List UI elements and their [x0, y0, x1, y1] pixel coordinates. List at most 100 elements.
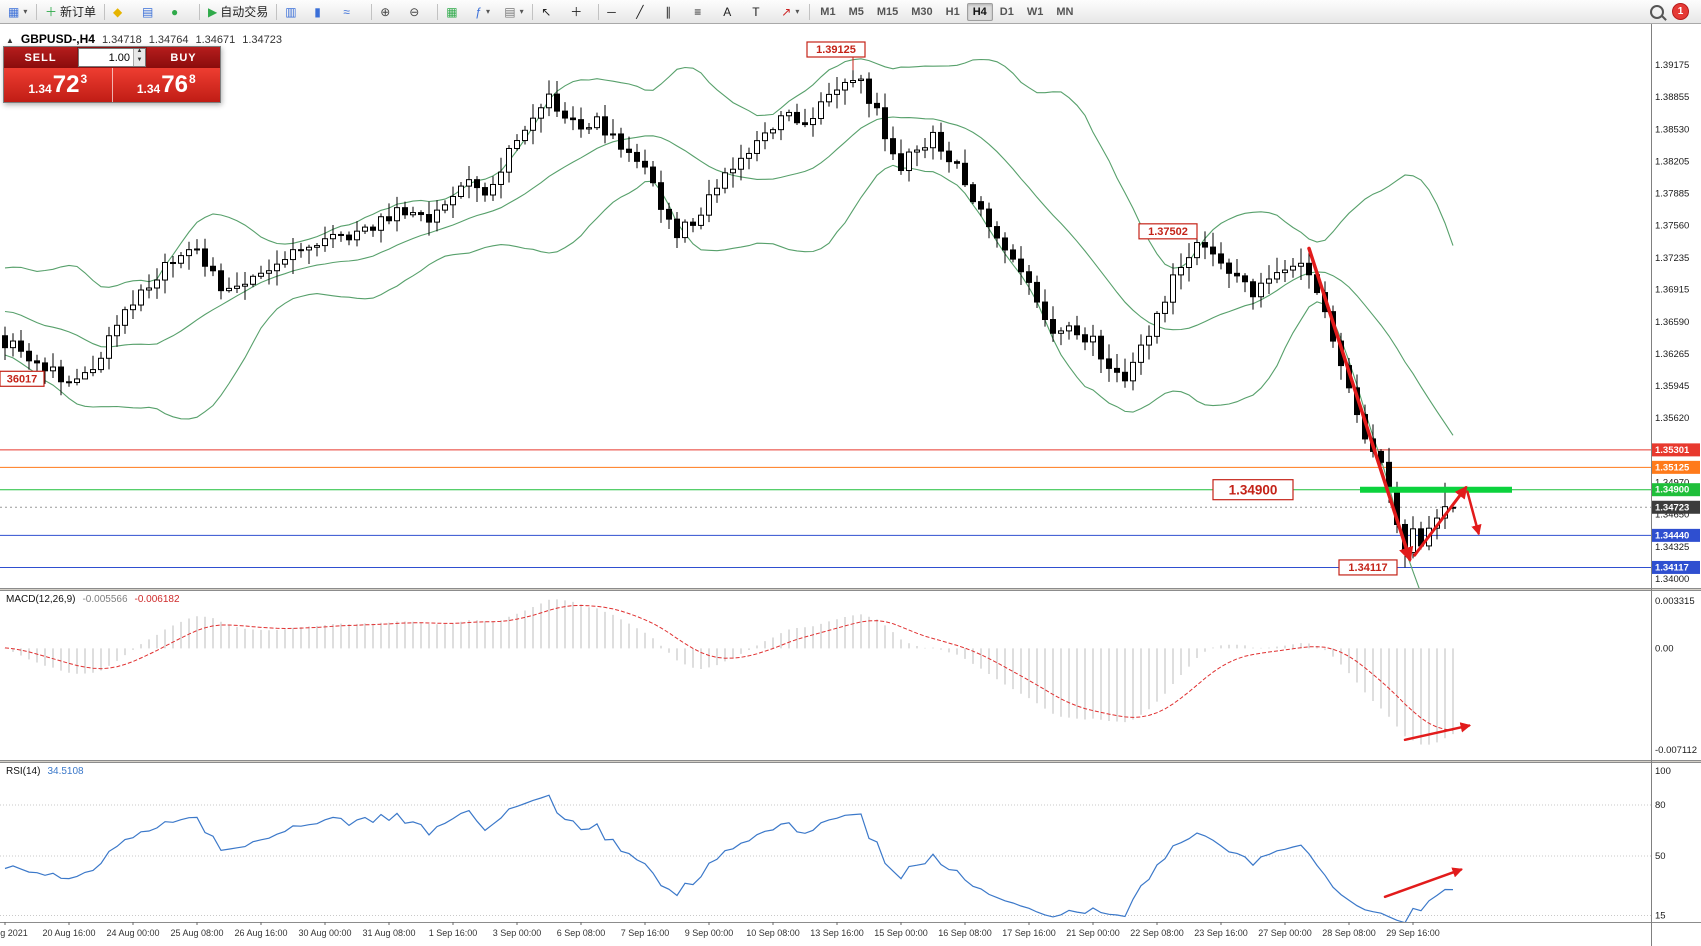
lot-stepper[interactable]: ▲ ▼ — [133, 48, 145, 66]
timeframe-m5-button[interactable]: M5 — [848, 5, 864, 18]
svg-text:1.38205: 1.38205 — [1655, 157, 1689, 168]
timeframe-w1-button[interactable]: W1 — [1026, 5, 1044, 18]
timeframe-h1-button[interactable]: H1 — [945, 5, 960, 18]
chart-price-labels[interactable]: 1.39125 1.37502 1.34900 1.34117 36017 — [0, 41, 1398, 576]
trendline-tool-icon: ╱ — [636, 4, 644, 19]
candles — [2, 70, 1456, 568]
time-label: 17 Sep 16:00 — [1002, 928, 1056, 938]
macd-name: MACD(12,26,9) — [6, 594, 76, 605]
new-order-button[interactable]: ＋新订单 — [41, 1, 100, 23]
time-label: 23 Sep 16:00 — [1194, 928, 1248, 938]
crosshair-button[interactable]: ＋ — [566, 1, 594, 23]
templates-icon: ▤ — [504, 4, 516, 19]
main-toolbar: ▦ ▾ ＋新订单 ◆ ▤ ● ▶ 自动交易 ▥ ▮ ≈ ⊕ ⊖ ▦ ƒ ▾ ▤ ▾ ↖ ＋ ─ ╱ ∥ ≡ A T ↗ ▾ M1 M5 M1… — [0, 0, 1701, 24]
timeframe-d1-button[interactable]: D1 — [999, 5, 1014, 18]
svg-text:1.36590: 1.36590 — [1655, 317, 1689, 328]
arrows-tool-button[interactable]: ↗ ▾ — [777, 1, 805, 23]
community-button[interactable]: ● — [167, 1, 195, 23]
svg-text:1.37560: 1.37560 — [1655, 221, 1689, 232]
buy-price-big: 76 — [161, 71, 188, 98]
macd-panel[interactable] — [4, 599, 1454, 745]
svg-text:1.36915: 1.36915 — [1655, 285, 1689, 296]
time-label: 9 Aug 2021 — [0, 928, 28, 938]
templates-button[interactable]: ▤ ▾ — [500, 1, 528, 23]
price-panel[interactable] — [0, 58, 1651, 625]
auto-trading-button[interactable]: ▶ 自动交易 — [204, 1, 272, 23]
channel-tool-button[interactable]: ∥ — [661, 1, 689, 23]
trend-arrows[interactable] — [1307, 246, 1482, 563]
zoom-out-button[interactable]: ⊖ — [405, 1, 433, 23]
lot-size-value[interactable]: 1.00 — [108, 52, 130, 64]
svg-text:1.34650: 1.34650 — [1655, 510, 1689, 521]
chart-canvas[interactable]: 1.39125 1.37502 1.34900 1.34117 36017 1.39175… — [0, 24, 1701, 946]
stepper-up-icon[interactable]: ▲ — [136, 48, 143, 54]
toolbar-separator — [104, 3, 106, 20]
timeframe-m15-button[interactable]: M15 — [876, 5, 899, 18]
ohlc-open: 1.34718 — [101, 34, 142, 46]
timeframe-m30-button[interactable]: M30 — [911, 5, 933, 18]
macd-signal-value: -0.006182 — [134, 594, 180, 605]
price-axis[interactable]: 1.39175 1.38855 1.38530 1.38205 1.37885 1.375… — [1651, 24, 1701, 946]
time-label: 15 Sep 00:00 — [874, 928, 928, 938]
rsi-panel[interactable] — [0, 794, 1651, 923]
buy-button[interactable]: BUY — [147, 47, 220, 68]
line-chart-mode-button[interactable]: ≈ — [339, 1, 367, 23]
fibonacci-tool-button[interactable]: ≡ — [690, 1, 718, 23]
chevron-down-icon: ▾ — [519, 7, 524, 16]
svg-text:100: 100 — [1655, 766, 1671, 777]
toolbar-separator — [809, 3, 811, 20]
notification-badge[interactable]: 1 — [1672, 3, 1689, 20]
bar-chart-mode-icon: ▥ — [285, 4, 297, 19]
hline-tool-button[interactable]: ─ — [603, 1, 631, 23]
timeframe-m1-button[interactable]: M1 — [820, 5, 836, 18]
stepper-down-icon[interactable]: ▼ — [136, 56, 143, 63]
sell-price-display[interactable]: 1.34 72 3 — [4, 68, 112, 102]
trendline-tool-button[interactable]: ╱ — [632, 1, 660, 23]
buy-price-display[interactable]: 1.34 76 8 — [113, 68, 221, 102]
svg-text:1.37235: 1.37235 — [1655, 253, 1689, 264]
svg-text:-0.007112: -0.007112 — [1655, 745, 1697, 756]
svg-text:1.37885: 1.37885 — [1655, 188, 1689, 199]
panel-separator[interactable] — [0, 588, 1701, 591]
sell-button[interactable]: SELL — [4, 47, 77, 68]
text-tool-icon: A — [723, 4, 732, 19]
macd-indicator-label: MACD(12,26,9) -0.005566 -0.006182 — [6, 594, 180, 605]
toolbar-separator — [276, 3, 278, 20]
rsi-arrow[interactable] — [1383, 867, 1463, 899]
svg-text:1.35620: 1.35620 — [1655, 413, 1689, 424]
time-label: 13 Sep 16:00 — [810, 928, 864, 938]
cursor-button[interactable]: ↖ — [537, 1, 565, 23]
text-tool-button[interactable]: A — [719, 1, 747, 23]
new-order-button-label: 新订单 — [60, 5, 97, 19]
candlestick-mode-icon: ▮ — [314, 4, 321, 19]
chart-window[interactable]: 1.39125 1.37502 1.34900 1.34117 36017 1.39175… — [0, 24, 1701, 946]
svg-text:0.003315: 0.003315 — [1655, 596, 1695, 607]
lot-size-field[interactable]: 1.00 ▲ ▼ — [78, 48, 146, 67]
metaeditor-button[interactable]: ◆ — [109, 1, 137, 23]
ohlc-low: 1.34671 — [195, 34, 236, 46]
candlestick-mode-button[interactable]: ▮ — [310, 1, 338, 23]
indicators-button[interactable]: ƒ ▾ — [471, 1, 499, 23]
time-label: 3 Sep 00:00 — [493, 928, 542, 938]
timeframe-h4-button[interactable]: H4 — [966, 2, 993, 21]
search-icon[interactable] — [1650, 4, 1664, 19]
new-chart-button[interactable]: ▦ ▾ — [4, 1, 32, 23]
timeframe-mn-button[interactable]: MN — [1056, 5, 1074, 18]
tile-windows-button[interactable]: ▦ — [442, 1, 470, 23]
new-order-icon: ＋ — [45, 4, 58, 19]
panel-separator[interactable] — [0, 760, 1701, 763]
collapse-panel-icon[interactable]: ▲ — [6, 36, 14, 45]
svg-text:1.37502: 1.37502 — [1148, 226, 1188, 238]
bar-chart-mode-button[interactable]: ▥ — [281, 1, 309, 23]
svg-text:1.34440: 1.34440 — [1655, 530, 1689, 541]
time-axis[interactable]: 9 Aug 2021 20 Aug 16:00 24 Aug 00:00 25 Aug… — [0, 922, 1440, 938]
terminal-button[interactable]: ▤ — [138, 1, 166, 23]
toolbar-separator — [598, 3, 600, 20]
chevron-down-icon: ▾ — [23, 7, 28, 16]
label-tool-button[interactable]: T — [748, 1, 776, 23]
svg-text:1.38530: 1.38530 — [1655, 124, 1689, 135]
svg-text:1.34117: 1.34117 — [1655, 562, 1689, 573]
zoom-in-button[interactable]: ⊕ — [376, 1, 404, 23]
macd-arrow[interactable] — [1403, 722, 1472, 742]
svg-text:1.35301: 1.35301 — [1655, 445, 1690, 456]
